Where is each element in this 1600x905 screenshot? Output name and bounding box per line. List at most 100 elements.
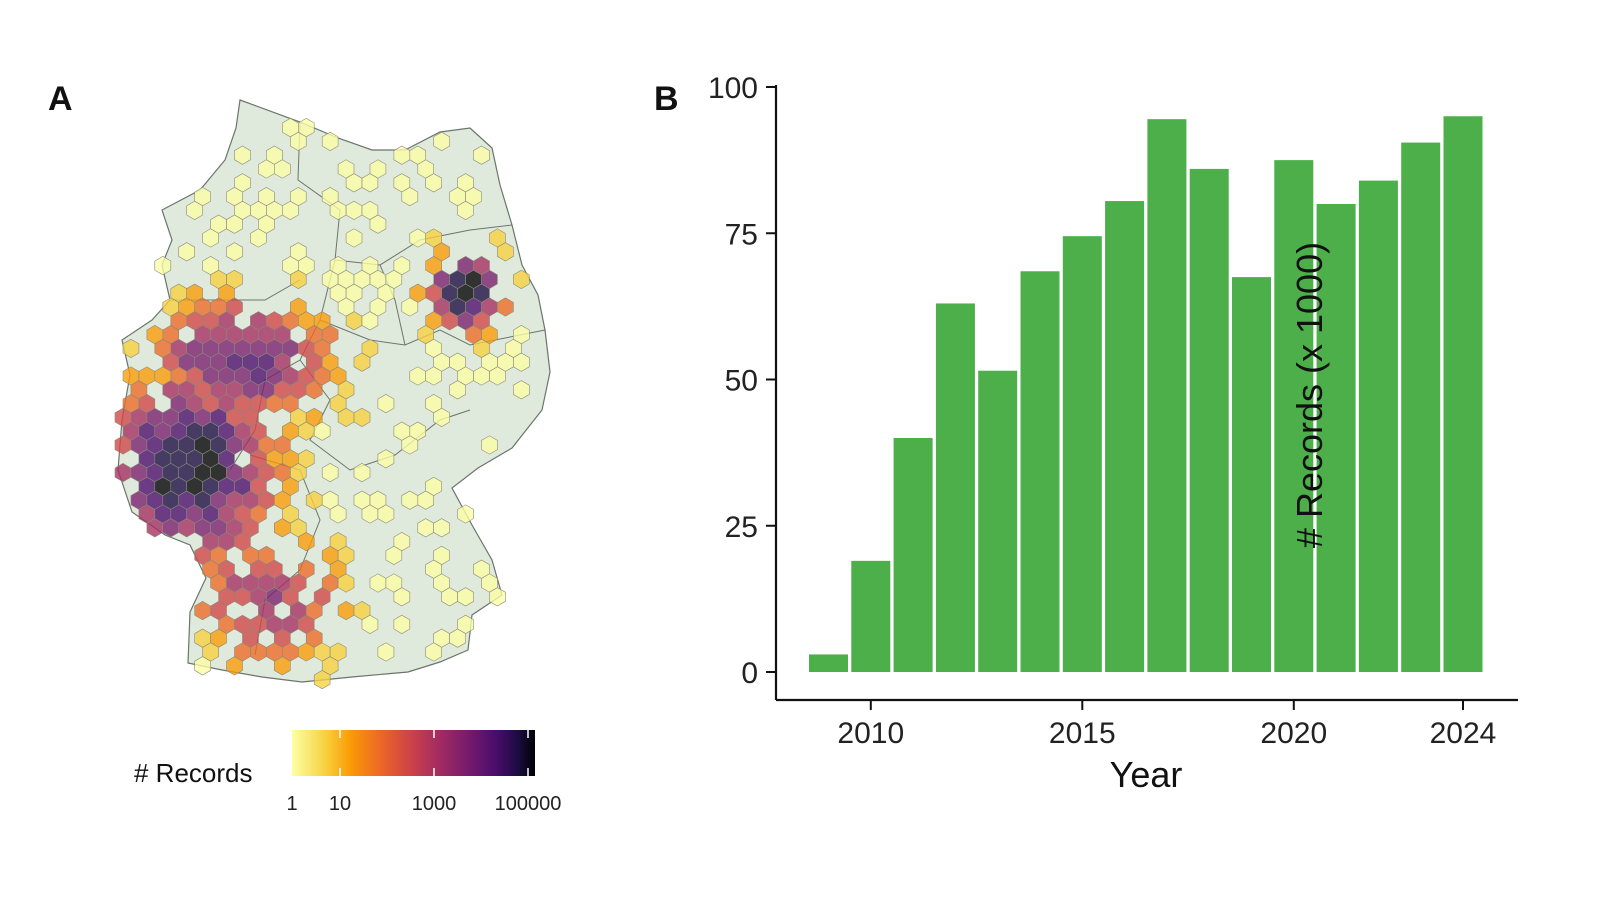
hex-bin — [353, 352, 371, 372]
x-axis: 2010 2015 2020 2024 — [776, 698, 1518, 750]
legend-tick-label: 1000 — [412, 793, 457, 815]
hex-bin — [321, 463, 339, 483]
hex-bin — [513, 380, 530, 400]
bar-2021 — [1316, 204, 1356, 672]
x-tick-label: 2020 — [1260, 717, 1327, 750]
hex-bin — [337, 573, 355, 593]
hex-bin — [194, 656, 211, 676]
hex-bin — [369, 214, 387, 234]
hex-bin — [473, 145, 490, 165]
hex-bin — [250, 228, 267, 248]
bar-2013 — [978, 370, 1018, 672]
hex-bin — [401, 187, 419, 207]
hex-bin — [401, 297, 419, 317]
y-tick-label: 75 — [725, 218, 758, 251]
bar-2023 — [1401, 142, 1441, 672]
hex-bin — [345, 228, 363, 248]
panel-label-b: B — [654, 80, 679, 118]
hex-bin — [401, 435, 419, 455]
hex-bin — [298, 532, 315, 552]
bar-2016 — [1105, 201, 1145, 672]
hex-bin — [489, 587, 506, 607]
map-panel: # Records 1 10 1000 100000 — [0, 0, 640, 900]
bar-2020 — [1274, 160, 1314, 672]
bar-2014 — [1020, 271, 1060, 672]
bar-2015 — [1062, 236, 1102, 673]
hex-bin — [393, 614, 411, 634]
hex-bin — [449, 628, 466, 648]
x-tick-label: 2010 — [837, 717, 904, 750]
hex-bin — [489, 366, 506, 386]
legend-tick-label: 1 — [286, 793, 297, 815]
hex-bin — [377, 394, 395, 414]
hex-bin — [361, 173, 379, 193]
hex-bin — [313, 421, 331, 441]
hex-bin — [122, 338, 140, 358]
hex-bin — [186, 200, 203, 220]
hex-bin — [178, 242, 195, 262]
bar-2011 — [893, 438, 933, 672]
y-tick-label: 50 — [725, 365, 758, 398]
hex-bin — [353, 407, 371, 427]
bar-chart: 0 25 50 75 100 2010 2015 2020 2024 Year # Recor… — [708, 72, 1518, 795]
hex-bin — [457, 200, 474, 220]
x-axis-title: Year — [1110, 754, 1183, 795]
hex-bin — [274, 656, 291, 676]
hex-bin — [282, 200, 299, 220]
bars — [809, 116, 1483, 673]
hex-bin — [226, 214, 243, 234]
y-axis: 0 25 50 75 100 — [708, 72, 778, 700]
hex-bin — [377, 449, 395, 469]
bar-chart-panel: 0 25 50 75 100 2010 2015 2020 2024 Year # Recor… — [640, 0, 1600, 900]
y-tick-label: 25 — [725, 511, 758, 544]
hex-bin — [457, 504, 474, 524]
panel-label-a: A — [48, 80, 73, 118]
hex-bin — [497, 242, 514, 262]
hex-bin — [226, 656, 243, 676]
hex-bins — [114, 118, 530, 690]
legend-tick-label: 100000 — [495, 793, 562, 815]
bar-2024 — [1443, 116, 1483, 672]
hex-bin — [353, 463, 371, 483]
hex-bin — [433, 518, 450, 538]
hex-bin — [274, 159, 291, 179]
hex-bin — [457, 587, 474, 607]
hex-bin — [417, 490, 434, 510]
legend-colorbar — [292, 730, 535, 776]
y-tick-label: 100 — [708, 72, 758, 105]
hex-bin — [226, 242, 243, 262]
hex-bin — [321, 131, 339, 151]
hex-bin — [290, 269, 307, 289]
hex-bin — [497, 297, 514, 317]
bar-2018 — [1189, 168, 1229, 672]
hex-bin — [361, 311, 379, 331]
hex-bin — [377, 642, 395, 662]
hex-bin — [313, 670, 331, 690]
hex-bin — [425, 642, 442, 662]
hex-bin — [377, 504, 395, 524]
hex-bin — [234, 145, 251, 165]
legend-tick-label: 10 — [329, 793, 351, 815]
hex-bin — [305, 380, 323, 400]
hex-bin — [425, 173, 442, 193]
hex-bin — [433, 407, 450, 427]
hex-bin — [290, 131, 307, 151]
hex-bin — [385, 545, 403, 565]
hex-bin — [449, 380, 466, 400]
hex-bin — [329, 504, 347, 524]
hex-bin — [513, 352, 530, 372]
bar-2017 — [1147, 119, 1187, 673]
bar-2009 — [809, 654, 848, 672]
hex-bin — [154, 256, 172, 276]
hex-bin — [393, 587, 411, 607]
bar-2019 — [1232, 277, 1271, 672]
hex-bin — [361, 614, 379, 634]
records-map: # Records 1 10 1000 100000 — [114, 99, 562, 815]
hex-bin — [433, 131, 450, 151]
bar-2012 — [935, 303, 975, 672]
bar-2022 — [1358, 180, 1398, 672]
x-tick-label: 2024 — [1430, 717, 1497, 750]
hex-bin — [425, 366, 442, 386]
bar-2010 — [851, 560, 891, 672]
y-tick-label: 0 — [741, 657, 758, 690]
